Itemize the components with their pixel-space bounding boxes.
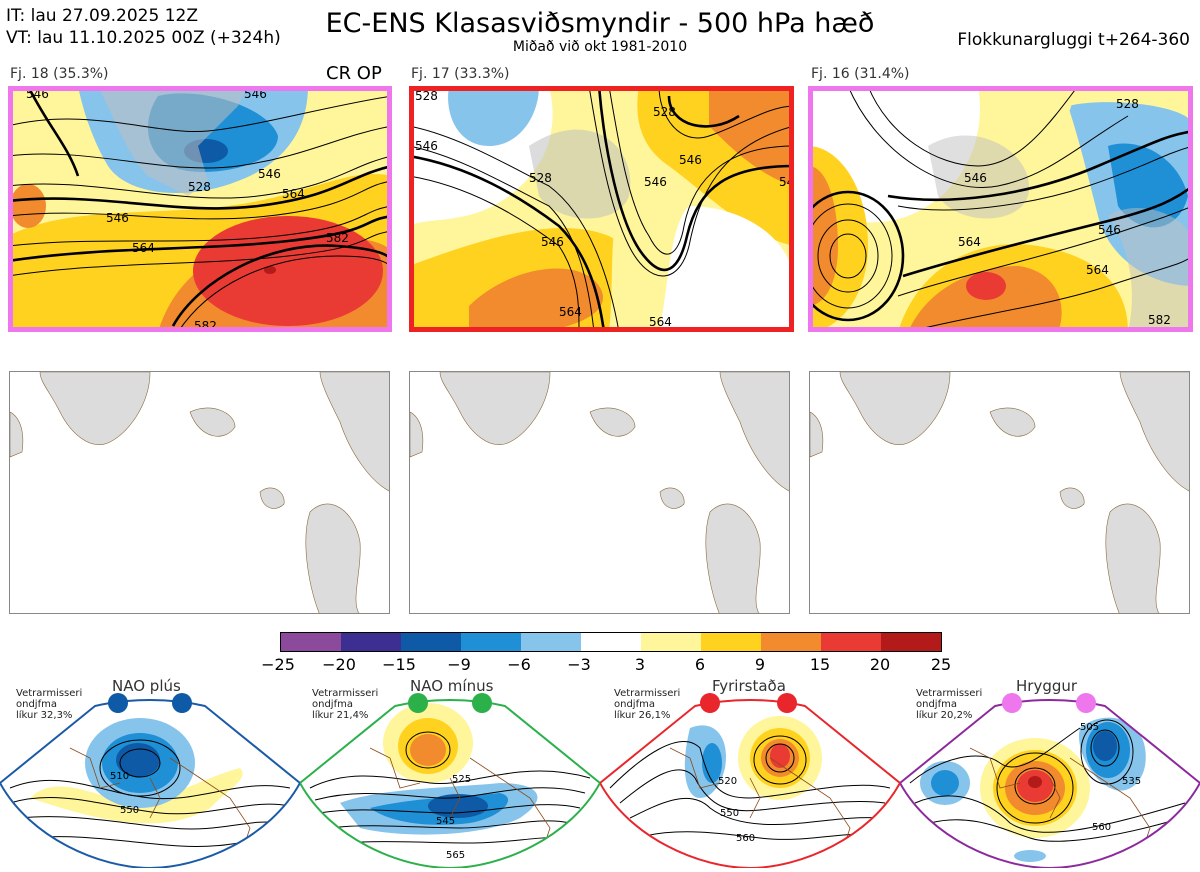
colorbar-tick: −15 [382, 655, 416, 674]
regime-3-map: 520 550 560 [598, 688, 902, 870]
cluster-3-map: 528 546 546 564 564 582 [808, 86, 1193, 332]
contour-label: 525 [452, 774, 471, 785]
contour-label: 546 [106, 211, 129, 225]
contour-label: 560 [1092, 822, 1111, 833]
colorbar-swatch [521, 633, 581, 651]
regime-4-note: Vetrarmisseri ondjfma líkur 20,2% [916, 688, 983, 721]
page-title: EC-ENS Klasasviðsmyndir - 500 hPa hæð [325, 8, 875, 39]
colorbar-tick: −20 [322, 655, 356, 674]
contour-label: 564 [1086, 263, 1109, 277]
regime-1-map: 510 550 [0, 688, 302, 870]
colorbar-tick: −3 [567, 655, 591, 674]
colorbar-tick: 9 [754, 655, 766, 674]
colorbar-swatch [401, 633, 461, 651]
regime-1-note: Vetrarmisseri ondjfma líkur 32,3% [16, 688, 83, 721]
cluster-1-label: Fj. 18 (35.3%) [10, 66, 109, 82]
colorbar-tick: −9 [447, 655, 471, 674]
initial-time: IT: lau 27.09.2025 12Z [6, 6, 198, 26]
colorbar-tick: −25 [261, 655, 295, 674]
regime-4-title: Hryggur [1016, 677, 1078, 695]
colorbar-tick: 3 [634, 655, 646, 674]
valid-time: VT: lau 11.10.2025 00Z (+324h) [6, 28, 281, 48]
contour-label: 545 [436, 816, 455, 827]
contour-label: 582 [1148, 313, 1171, 327]
contour-label: 550 [720, 808, 739, 819]
contour-label: 528 [653, 105, 676, 119]
colorbar-swatch [461, 633, 521, 651]
contour-label: 546 [258, 167, 281, 181]
colorbar-tick: −6 [507, 655, 531, 674]
contour-label: 520 [718, 776, 737, 787]
contour-label: 564 [132, 241, 155, 255]
crop-label: CR OP [326, 63, 382, 84]
empty-map-2 [409, 371, 790, 614]
colorbar-swatch [761, 633, 821, 651]
contour-label: 546 [644, 175, 667, 189]
contour-label: 535 [1122, 776, 1141, 787]
contour-label: 546 [1098, 223, 1121, 237]
regime-3-note: Vetrarmisseri ondjfma líkur 26,1% [614, 688, 681, 721]
empty-map-3 [809, 371, 1190, 614]
cluster-1-map: 546 546 528 546 564 546 564 582 582 [8, 86, 392, 332]
contour-label: 546 [679, 153, 702, 167]
contour-label: 528 [1116, 97, 1139, 111]
contour-label: 564 [559, 305, 582, 319]
colorbar-swatch [821, 633, 881, 651]
colorbar-swatch [281, 633, 341, 651]
empty-map-1 [9, 371, 390, 614]
colorbar-swatch [701, 633, 761, 651]
cluster-3-label: Fj. 16 (31.4%) [811, 66, 910, 82]
regime-4-map: 505 535 560 [898, 688, 1200, 870]
contour-label: 560 [736, 833, 755, 844]
colorbar-swatch [341, 633, 401, 651]
contour-label: 528 [415, 89, 438, 103]
colorbar-tick: 15 [809, 655, 831, 674]
contour-label: 528 [188, 180, 211, 194]
contour-label: 510 [110, 771, 129, 782]
cluster-2-map: 528 528 546 546 528 546 546 564 564 546 [409, 86, 794, 332]
cluster-2-label: Fj. 17 (33.3%) [411, 66, 510, 82]
contour-label: 564 [282, 187, 305, 201]
colorbar-swatch [881, 633, 941, 651]
colorbar-tick: 6 [694, 655, 706, 674]
colorbar-tick: 20 [869, 655, 891, 674]
classification-window: Flokkunargluggi t+264-360 [957, 30, 1190, 50]
colorbar-tick: 25 [930, 655, 952, 674]
regime-1-title: NAO plús [112, 677, 181, 695]
contour-label: 546 [964, 171, 987, 185]
contour-label: 564 [958, 235, 981, 249]
contour-label: 546 [415, 139, 438, 153]
colorbar-swatch [581, 633, 641, 651]
regime-3-title: Fyrirstaða [712, 677, 786, 695]
contour-label: 528 [529, 171, 552, 185]
contour-label: 546 [541, 235, 564, 249]
colorbar-swatch [641, 633, 701, 651]
colorbar [280, 632, 942, 652]
regime-2-map: 525 545 565 [298, 688, 602, 870]
contour-label: 564 [649, 315, 672, 329]
contour-label: 582 [326, 231, 349, 245]
contour-label: 565 [446, 850, 465, 861]
regime-2-note: Vetrarmisseri ondjfma líkur 21,4% [312, 688, 379, 721]
page-subtitle: Miðað við okt 1981-2010 [512, 39, 688, 55]
regime-2-title: NAO mínus [410, 677, 494, 695]
contour-label: 505 [1080, 722, 1099, 733]
contour-label: 550 [120, 805, 139, 816]
